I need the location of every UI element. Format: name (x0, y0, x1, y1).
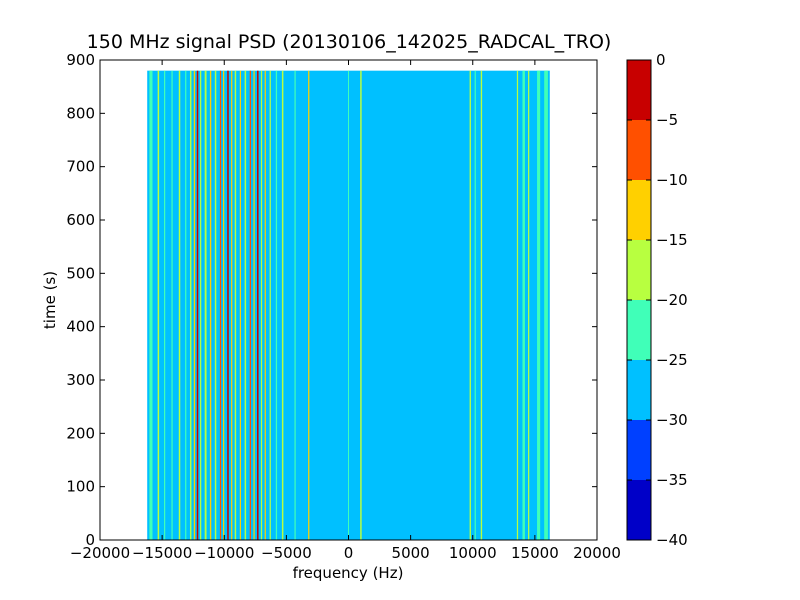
y-tick-label: 900 (66, 51, 95, 69)
y-tick-label: 700 (66, 158, 95, 176)
spectral-line (223, 70, 225, 541)
y-tick-label: 800 (66, 104, 95, 122)
spectral-line (244, 70, 247, 541)
spectral-line (269, 70, 271, 541)
spectral-line (227, 70, 229, 541)
y-tick-label: 400 (66, 318, 95, 336)
spectral-line (480, 70, 483, 541)
spectral-line (185, 70, 187, 541)
spectral-line (544, 70, 548, 541)
y-tick-label: 100 (66, 478, 95, 496)
x-tick-label: 5000 (392, 544, 430, 562)
spectral-line (196, 70, 199, 541)
spectral-line (193, 70, 196, 541)
x-tick-label: −15000 (132, 544, 192, 562)
spectral-line (528, 70, 530, 541)
spectral-line (260, 70, 263, 541)
y-tick-label: 600 (66, 211, 95, 229)
colorbar-tick-label: −40 (656, 531, 688, 549)
colorbar-segment (627, 360, 651, 420)
spectral-line (171, 70, 173, 541)
spectral-line (257, 70, 259, 541)
colorbar-segment (627, 240, 651, 300)
spectrogram-area (147, 70, 550, 541)
spectral-line (157, 70, 160, 541)
colorbar-segment (627, 300, 651, 360)
colorbar: −40 −35 −30 −25 −20 −15 −10 −5 0 (626, 51, 688, 549)
spectral-line (308, 70, 310, 541)
spectral-line (522, 70, 525, 541)
x-tick-label: 20000 (573, 544, 621, 562)
chart-title: 150 MHz signal PSD (20130106_142025_RADC… (87, 31, 612, 53)
y-tick-label: 200 (66, 424, 95, 442)
x-tick-label: −20000 (70, 544, 130, 562)
spectral-line (469, 70, 471, 541)
spectral-line (516, 70, 519, 541)
x-tick-label: −5000 (261, 544, 312, 562)
spectral-line (178, 70, 181, 541)
y-tick-label: 0 (85, 531, 95, 549)
colorbar-segment (627, 120, 651, 180)
x-tick-label: 0 (344, 544, 354, 562)
x-axis-label: frequency (Hz) (293, 564, 404, 582)
colorbar-segment (627, 420, 651, 480)
colorbar-segment (627, 180, 651, 240)
spectral-line (253, 70, 255, 541)
colorbar-tick-label: −10 (656, 171, 688, 189)
spectral-line (249, 70, 251, 541)
spectral-line (214, 70, 217, 541)
colorbar-tick-label: −15 (656, 231, 688, 249)
spectral-line (474, 70, 476, 541)
spectral-line (149, 70, 153, 541)
colorbar-segment (627, 60, 651, 120)
colorbar-tick-label: 0 (656, 51, 666, 69)
spectral-line (200, 70, 202, 541)
spectral-line (264, 70, 266, 541)
spectral-line (294, 70, 296, 541)
spectral-line (189, 70, 192, 541)
y-axis-label: time (s) (41, 271, 59, 329)
spectral-line (163, 70, 166, 541)
x-tick-label: 10000 (449, 544, 497, 562)
y-tick-label: 300 (66, 371, 95, 389)
spectral-line (204, 70, 207, 541)
x-tick-label: −10000 (194, 544, 254, 562)
y-axis: 0 100 200 300 400 500 600 700 800 900 (66, 51, 597, 549)
colorbar-tick-label: −25 (656, 351, 688, 369)
colorbar-tick-label: −5 (656, 111, 678, 129)
spectral-line (231, 70, 233, 541)
y-tick-label: 500 (66, 264, 95, 282)
x-axis: −20000 −15000 −10000 −5000 0 5000 10000 15000 20… (70, 60, 621, 562)
spectral-line (360, 70, 362, 541)
spectral-line (275, 70, 278, 541)
spectral-line (219, 70, 222, 541)
colorbar-tick-label: −30 (656, 411, 688, 429)
spectral-line (234, 70, 237, 541)
spectral-line (239, 70, 242, 541)
spectral-line (281, 70, 284, 541)
spectral-line (348, 70, 350, 541)
colorbar-segment (627, 480, 651, 540)
colorbar-tick-label: −35 (656, 471, 688, 489)
colorbar-tick-label: −20 (656, 291, 688, 309)
x-tick-label: 15000 (511, 544, 559, 562)
spectral-line (209, 70, 212, 541)
spectral-line (537, 70, 541, 541)
